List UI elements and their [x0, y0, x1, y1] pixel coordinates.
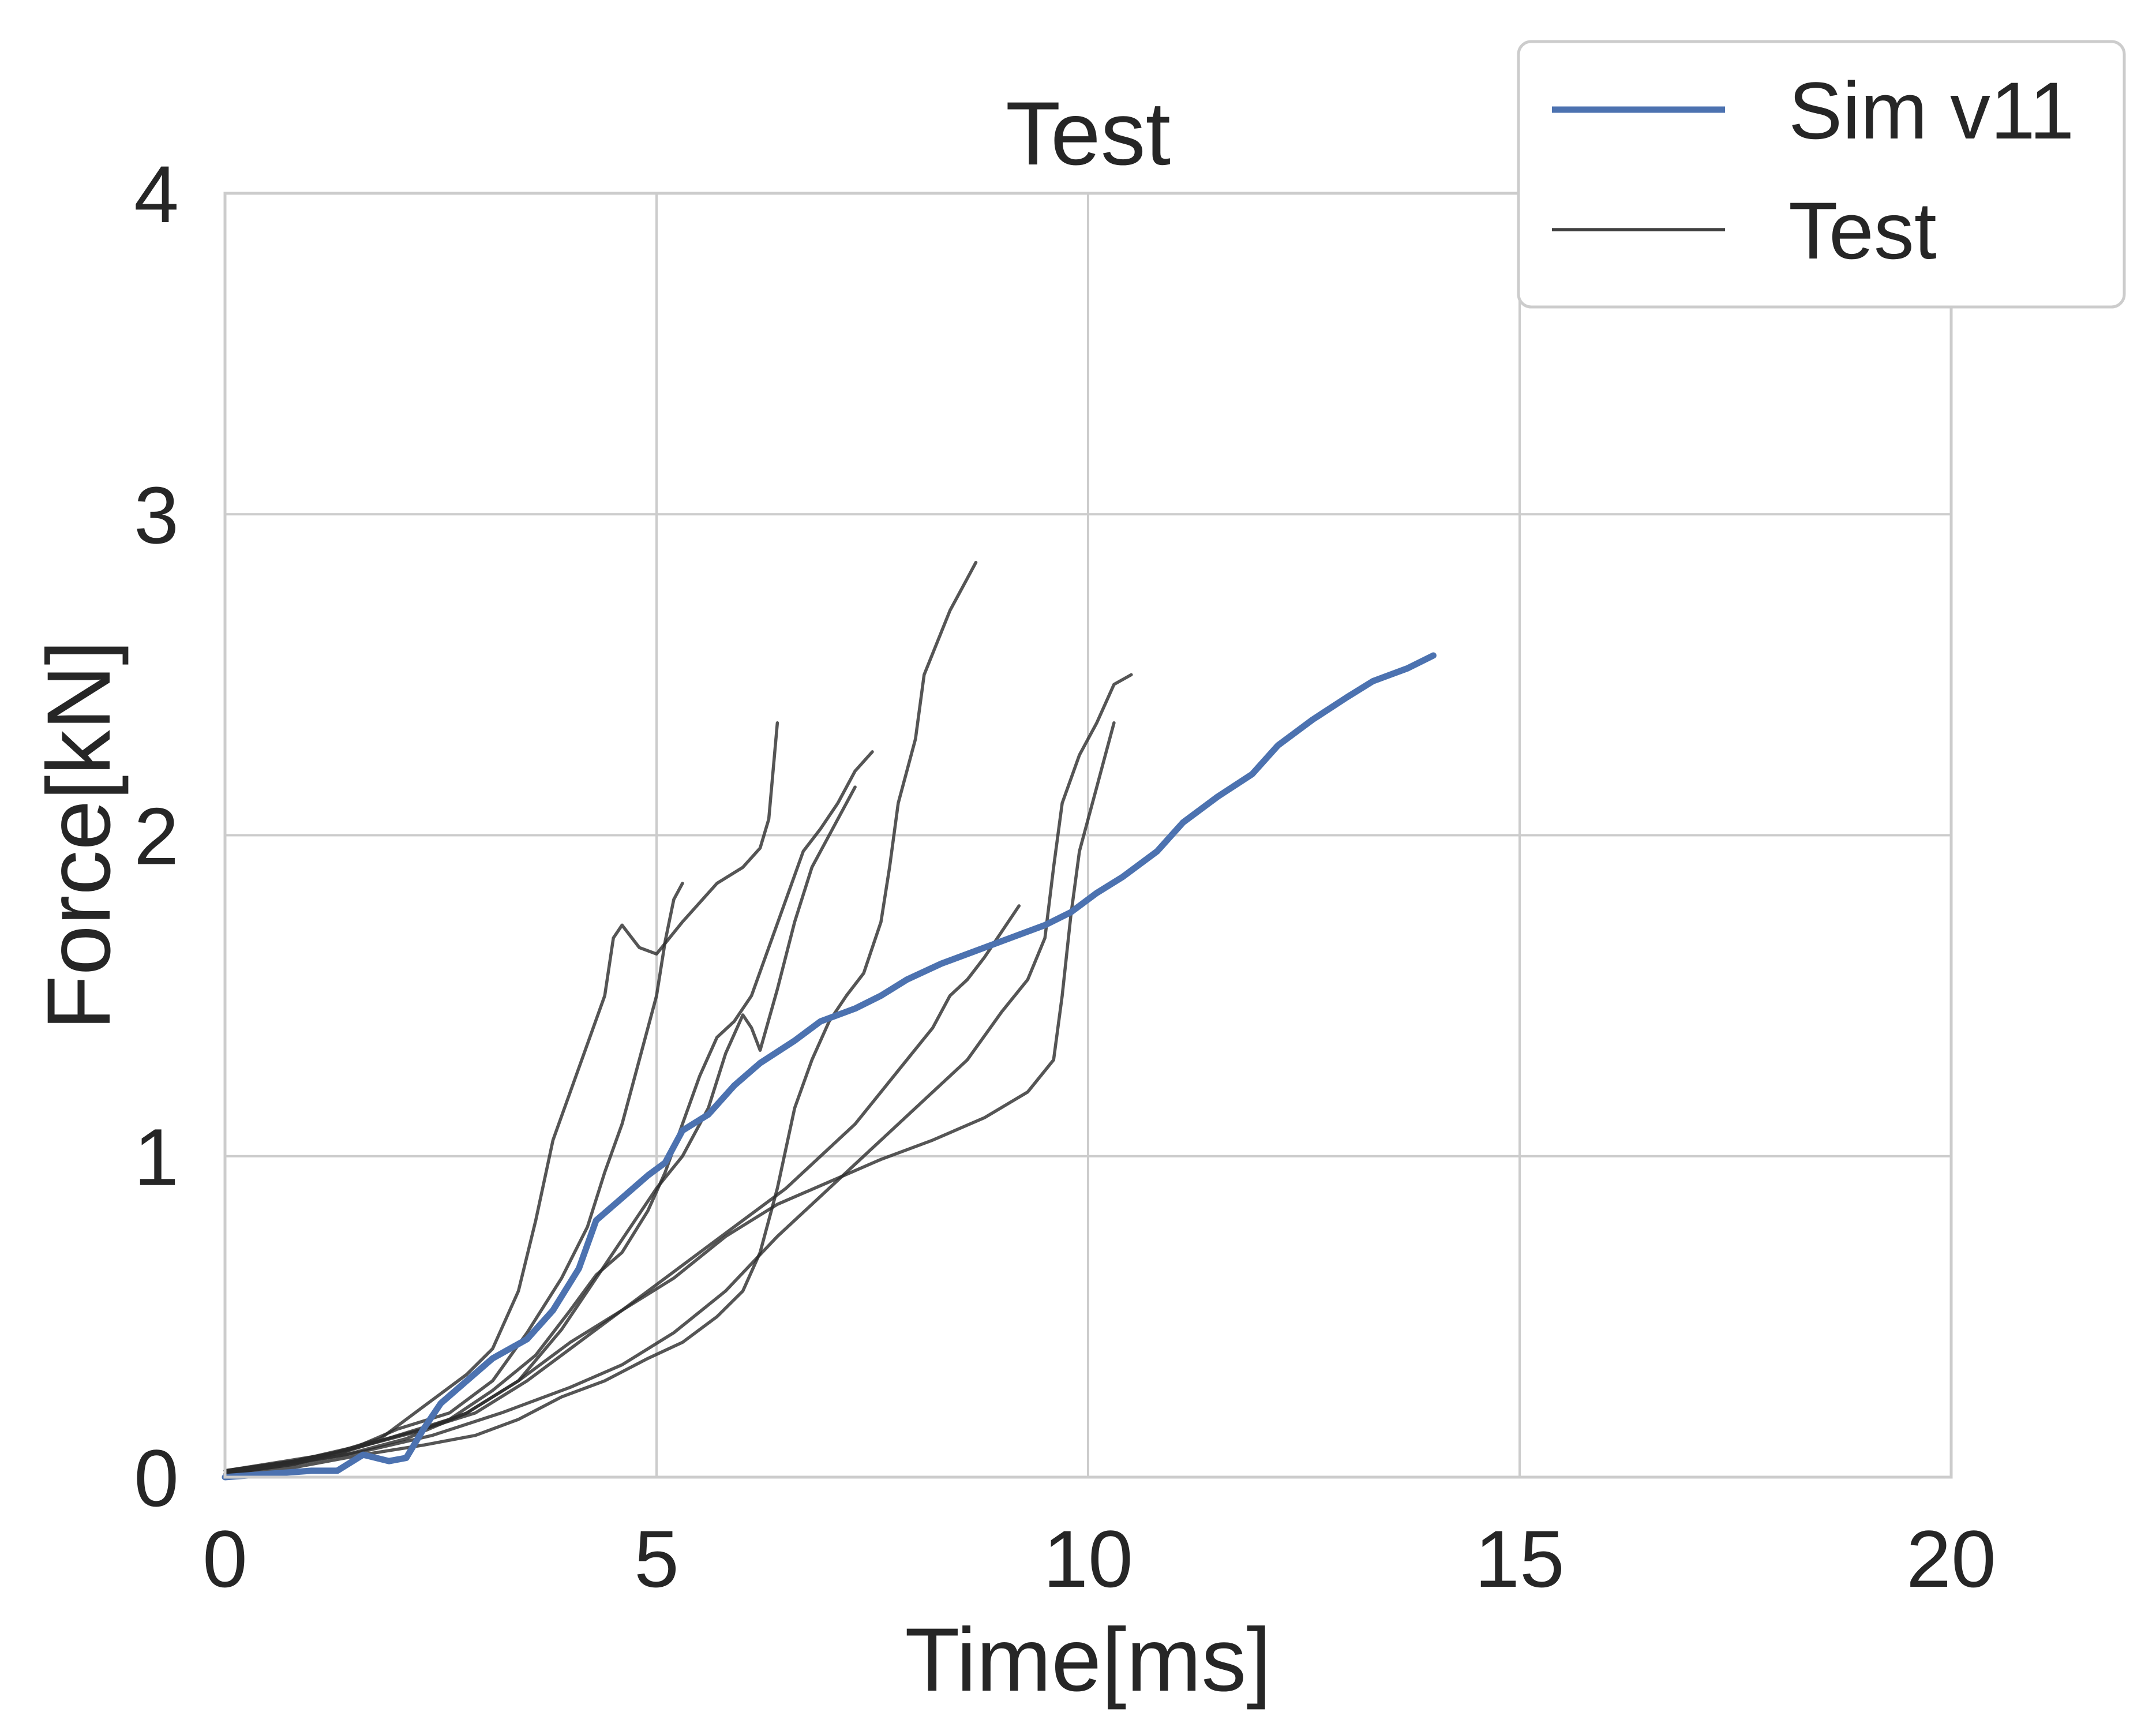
series-line-test-2: [223, 882, 684, 1476]
legend-label-test: Test: [1788, 185, 1937, 276]
legend: Sim v11 Test: [1517, 40, 2126, 309]
x-tick-label: 15: [1475, 1514, 1565, 1604]
y-tick-label: 0: [134, 1433, 179, 1523]
y-tick-label: 4: [134, 149, 179, 239]
tick-label-layer: 0 5 10 15 20 0 1 2 3 4: [134, 149, 1996, 1604]
chart-title: Test: [1006, 84, 1171, 184]
x-tick-label: 20: [1906, 1514, 1996, 1604]
y-tick-label: 1: [134, 1112, 179, 1202]
series-line-test-8: [223, 673, 1133, 1476]
x-tick-label: 10: [1043, 1514, 1133, 1604]
legend-label-sim: Sim v11: [1788, 65, 2074, 156]
series-line-test-7: [223, 721, 1116, 1473]
series-line-sim-v11: [222, 652, 1437, 1481]
series-line-test-1: [223, 721, 779, 1473]
y-tick-label: 2: [134, 791, 179, 882]
x-tick-label: 0: [203, 1514, 248, 1604]
x-tick-label: 5: [634, 1514, 679, 1604]
y-tick-label: 3: [134, 470, 179, 560]
series-line-test-5: [223, 560, 978, 1476]
series-layer: [222, 560, 1437, 1481]
x-axis-label: Time[ms]: [905, 1610, 1272, 1710]
y-axis-label: Force[kN]: [29, 640, 129, 1030]
plot-frame: [223, 192, 1953, 1479]
